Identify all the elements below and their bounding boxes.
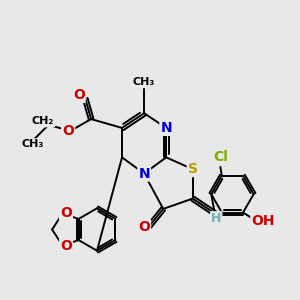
Text: O: O: [73, 88, 85, 102]
Text: N: N: [138, 167, 150, 181]
Text: O: O: [60, 206, 72, 220]
Text: N: N: [160, 121, 172, 135]
Text: S: S: [188, 162, 198, 176]
Text: Cl: Cl: [213, 150, 228, 164]
Text: O: O: [138, 220, 150, 234]
Text: H: H: [211, 212, 221, 225]
Text: CH₂: CH₂: [32, 116, 54, 126]
Text: O: O: [60, 239, 72, 253]
Text: O: O: [62, 124, 74, 138]
Text: CH₃: CH₃: [21, 139, 43, 149]
Text: OH: OH: [251, 214, 275, 228]
Text: CH₃: CH₃: [133, 77, 155, 87]
